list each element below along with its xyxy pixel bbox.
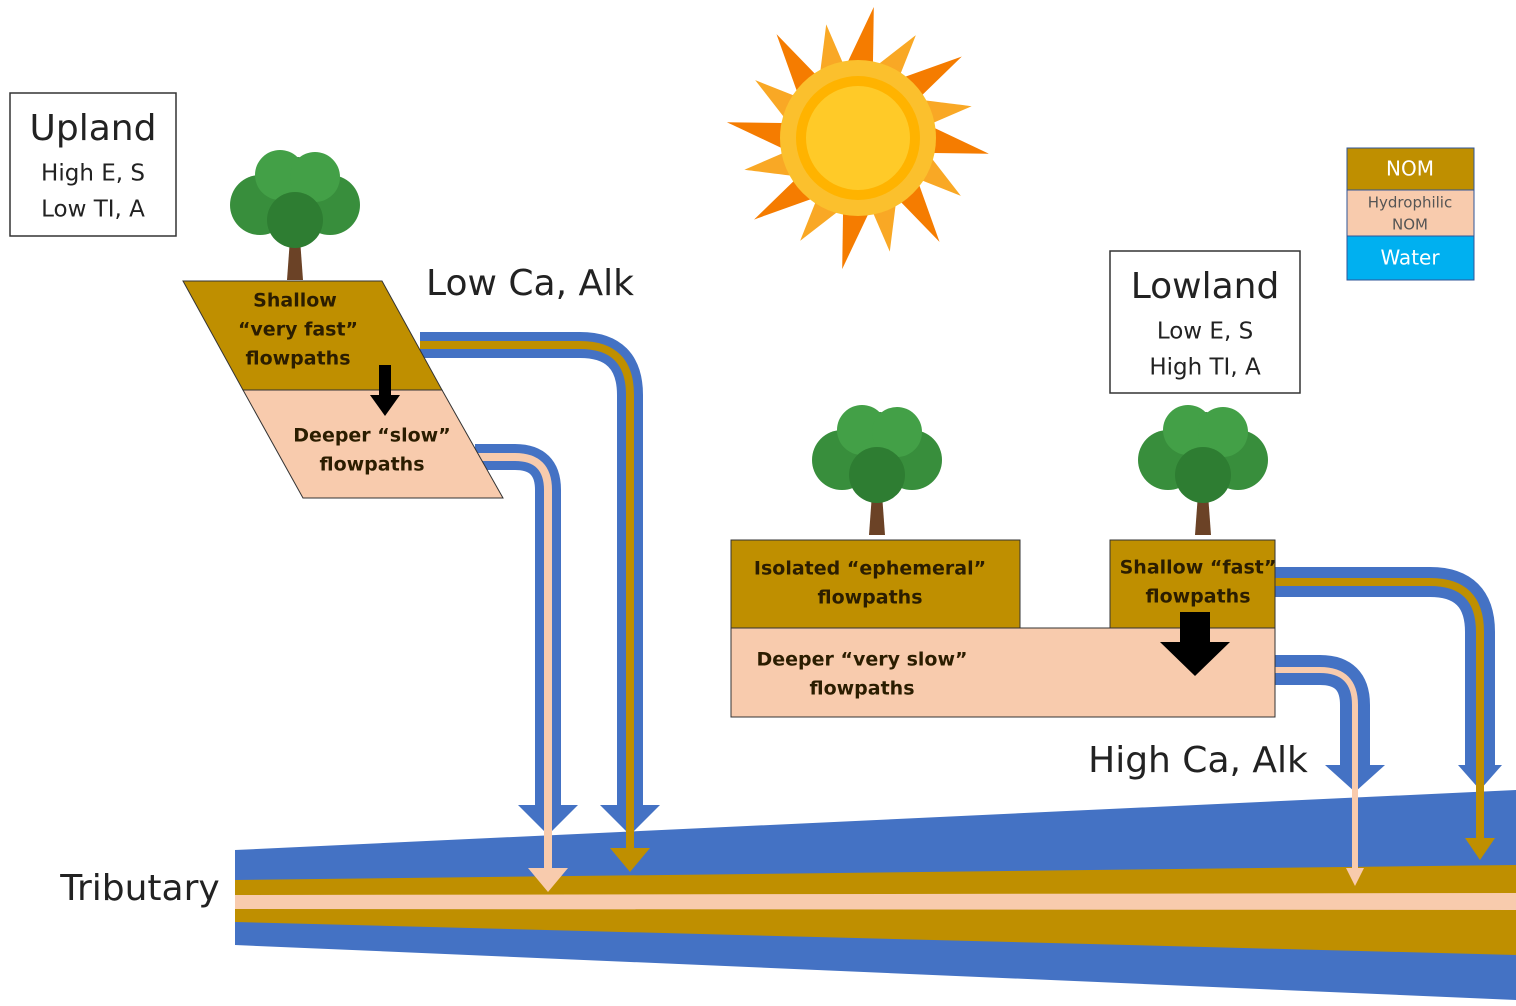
layer-label: Deeper “slow” xyxy=(293,425,450,447)
layer-label: Isolated “ephemeral” xyxy=(754,558,986,580)
sun-ray xyxy=(726,122,792,153)
lowland-line: Low E, S xyxy=(1157,319,1253,345)
tributary-nom xyxy=(235,865,1516,955)
sun-ray xyxy=(924,123,990,154)
legend-label: Water xyxy=(1380,246,1440,270)
layer-label: Deeper “very slow” xyxy=(756,649,967,671)
layer-label: flowpaths xyxy=(817,587,922,609)
sun-ray xyxy=(842,204,873,270)
upland-line: Low TI, A xyxy=(41,197,145,223)
upland-deep-layer xyxy=(242,389,504,499)
lowland-line: High TI, A xyxy=(1149,355,1261,381)
layer-label: flowpaths xyxy=(809,678,914,700)
layer-label: flowpaths xyxy=(1145,586,1250,608)
legend: NOM Hydrophilic NOM Water xyxy=(1346,147,1475,281)
tree xyxy=(1138,405,1268,535)
upland-box xyxy=(9,92,177,237)
layer-label: Shallow “fast” xyxy=(1120,557,1277,579)
tree xyxy=(230,150,360,280)
lowland-isolated-layer xyxy=(730,539,1021,629)
legend-label: NOM xyxy=(1386,157,1434,181)
upland-down-arrow xyxy=(370,365,400,416)
sun-ray xyxy=(843,6,874,72)
upland-deep-arrow xyxy=(475,444,578,892)
tributary-hydrophilic xyxy=(235,893,1516,910)
upland-title: Upland xyxy=(30,108,157,149)
upland-label: Low Ca, Alk xyxy=(426,263,634,304)
tributary-label: Tributary xyxy=(59,868,219,909)
legend-label: NOM xyxy=(1392,216,1428,234)
lowland-deep-arrow xyxy=(1270,655,1385,886)
lowland-box xyxy=(1109,250,1301,394)
layer-label: “very fast” xyxy=(238,319,358,341)
upland-line: High E, S xyxy=(41,161,145,187)
sun xyxy=(726,6,990,270)
lowland-title: Lowland xyxy=(1131,266,1280,307)
lowland-shallow-arrow xyxy=(1270,567,1502,860)
upland-shallow-arrow xyxy=(420,332,660,872)
lowland-down-arrow xyxy=(1160,612,1230,676)
lowland-label: High Ca, Alk xyxy=(1088,740,1308,781)
sun-disc xyxy=(806,86,910,190)
layer-label: flowpaths xyxy=(319,454,424,476)
layer-label: Shallow xyxy=(253,290,337,312)
tree xyxy=(812,405,942,535)
legend-label: Hydrophilic xyxy=(1368,194,1452,212)
layer-label: flowpaths xyxy=(245,348,350,370)
